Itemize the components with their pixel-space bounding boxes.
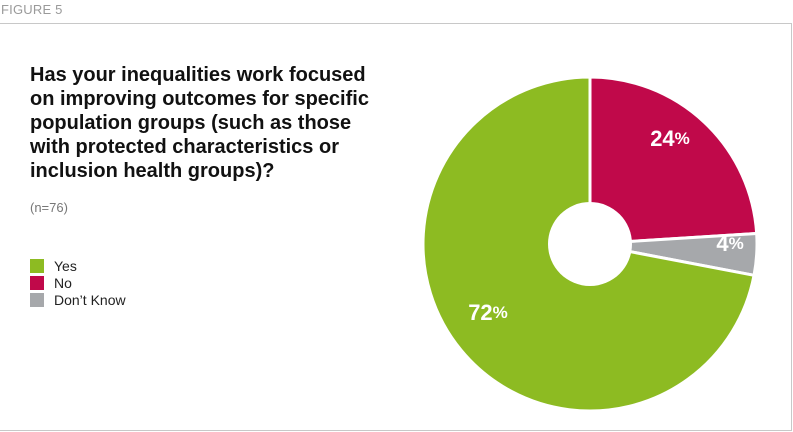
legend-item-dont-know: Don’t Know: [30, 291, 126, 308]
title-line: population groups (such as those: [30, 112, 352, 134]
slice-value-label: 4%: [716, 231, 743, 256]
legend-label-dont-know: Don’t Know: [54, 291, 126, 308]
legend-swatch-dont-know: [30, 292, 44, 307]
sample-size-note: (n=76): [30, 200, 68, 215]
title-line: with protected characteristics or: [30, 136, 339, 158]
legend-label-no: No: [54, 274, 72, 291]
legend-item-no: No: [30, 274, 126, 291]
pie-slice-no: [588, 75, 759, 246]
figure-frame: [0, 23, 792, 431]
slice-value-label: 72%: [468, 300, 508, 325]
legend-item-yes: Yes: [30, 257, 126, 274]
title-line: inclusion health groups)?: [30, 160, 275, 182]
legend-swatch-yes: [30, 258, 44, 273]
legend-label-yes: Yes: [54, 257, 77, 274]
title-line: Has your inequalities work focused: [30, 64, 366, 86]
figure-label: FIGURE 5: [1, 2, 63, 17]
legend-swatch-no: [30, 275, 44, 290]
donut-hole: [548, 202, 632, 286]
chart-title: Has your inequalities work focused on im…: [30, 63, 410, 183]
legend: Yes No Don’t Know: [30, 257, 126, 308]
slice-value-label: 24%: [650, 126, 690, 151]
title-line: on improving outcomes for specific: [30, 88, 369, 110]
